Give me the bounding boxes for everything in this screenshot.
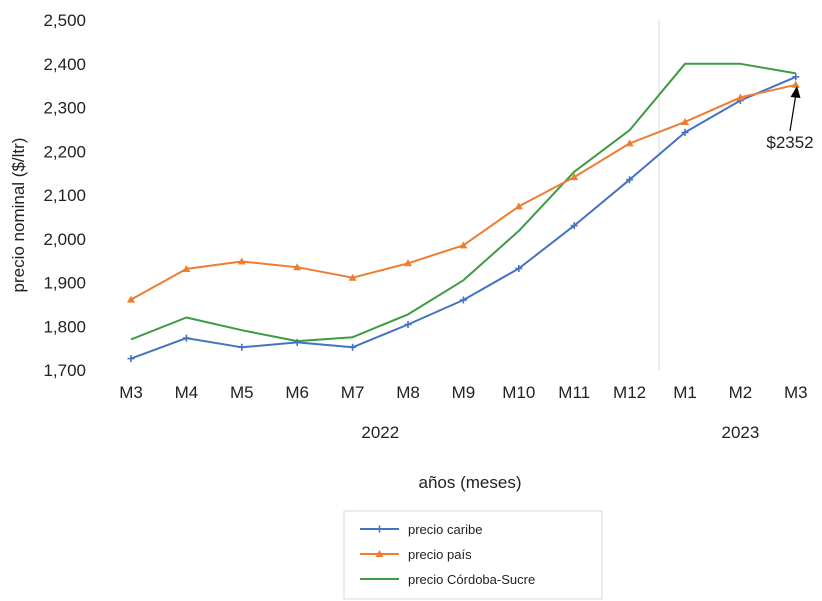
triangle-marker [625,139,634,147]
series-precio-pa-s [127,80,800,303]
plus-marker [376,525,383,533]
y-tick-label: 2,500 [43,11,86,30]
triangle-marker [681,117,689,125]
y-tick-label: 1,700 [43,361,86,380]
year-label: 2022 [361,423,399,442]
plus-marker [349,343,357,351]
x-tick-label: M1 [673,383,697,402]
triangle-marker [293,263,302,271]
triangle-marker [736,93,745,101]
y-axis-tick-labels: 1,700 1,800 1,900 2,000 2,100 2,200 2,300 2,400… [43,11,86,380]
triangle-marker [375,550,384,557]
annotation-arrow [789,94,797,132]
plus-marker [238,343,246,351]
legend-item: precio país [360,547,472,562]
triangle-marker [791,80,800,88]
x-axis-tick-labels: M3 M4 M5 M6 M7 M8 M9 M10 M11 M12 M1 M2 M3 [119,383,807,402]
x-tick-label: M5 [230,383,254,402]
triangle-marker [459,241,468,249]
triangle-marker [514,202,523,210]
triangle-marker [404,259,412,267]
series-layer [127,62,800,363]
annotation-label: $2352 [766,133,813,152]
y-tick-label: 2,000 [43,230,86,249]
legend: precio caribe precio país precio Córdoba-S… [343,510,603,600]
series-precio-c-rdoba-sucre [130,62,796,343]
triangle-marker [348,273,357,281]
year-label: 2023 [721,423,759,442]
y-tick-label: 2,100 [43,186,86,205]
legend-item: precio caribe [360,522,482,537]
x-axis-year-labels: 2022 2023 [361,423,759,442]
x-tick-label: M4 [175,383,199,402]
x-tick-label: M3 [119,383,143,402]
series-precio-caribe [127,73,800,363]
legend-label: precio país [408,547,472,562]
y-tick-label: 2,400 [43,55,86,74]
x-tick-label: M9 [452,383,476,402]
triangle-marker [570,173,579,181]
y-tick-label: 1,900 [43,274,86,293]
x-tick-label: M7 [341,383,365,402]
y-tick-label: 1,800 [43,317,86,336]
x-tick-label: M3 [784,383,808,402]
x-tick-label: M12 [613,383,646,402]
annotation-arrowhead [790,86,801,98]
plus-marker [792,73,800,81]
plus-marker [404,321,412,328]
plus-marker [626,176,634,184]
plus-marker [515,265,523,272]
triangle-marker [237,257,246,265]
plus-marker [127,355,135,363]
y-axis-title: precio nominal ($/ltr) [9,138,28,293]
plus-marker [459,296,467,304]
x-tick-label: M10 [502,383,535,402]
legend-label: precio caribe [408,522,482,537]
triangle-marker [127,295,135,303]
legend-item: precio Córdoba-Sucre [360,572,535,587]
x-tick-label: M11 [558,383,590,402]
y-tick-label: 2,300 [43,99,86,118]
series-line [130,62,796,343]
x-tick-label: M6 [285,383,309,402]
x-tick-label: M8 [396,383,420,402]
plus-marker [293,338,301,346]
x-tick-label: M2 [729,383,753,402]
plus-marker [681,128,689,136]
plus-marker [182,334,190,342]
plus-marker [570,222,578,230]
x-axis-title: años (meses) [419,473,522,492]
y-tick-label: 2,200 [43,142,86,161]
triangle-marker [182,264,191,272]
legend-label: precio Córdoba-Sucre [408,572,535,587]
